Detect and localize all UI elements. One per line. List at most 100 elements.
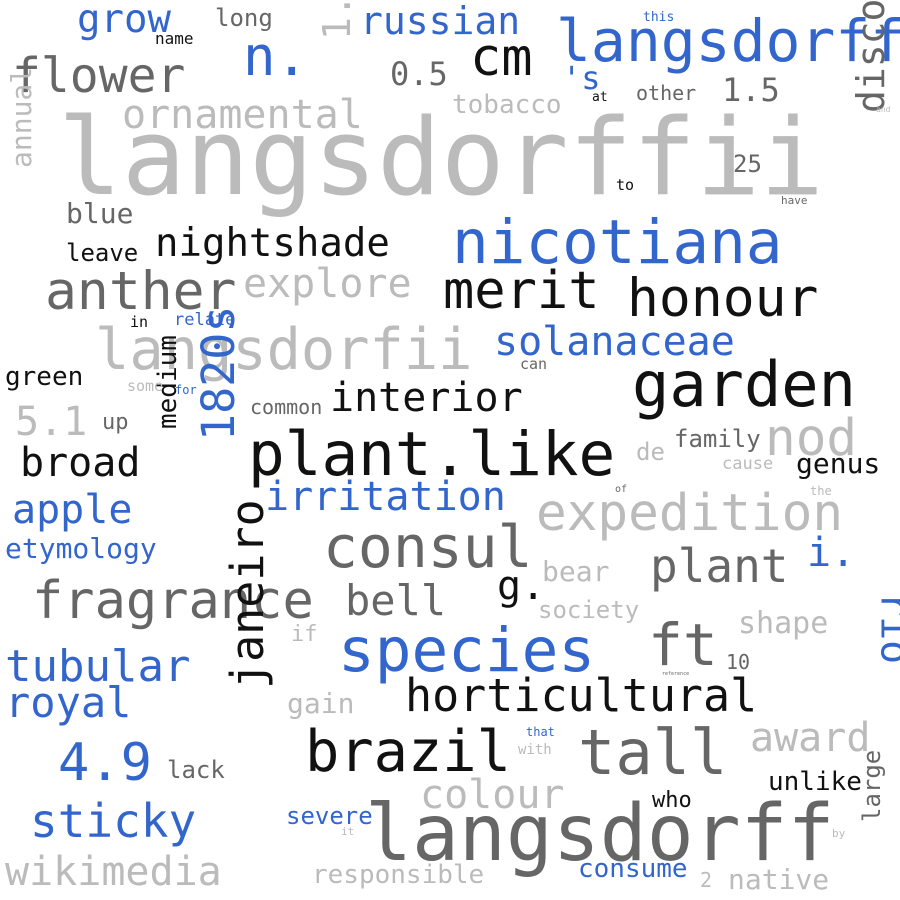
word: grow xyxy=(77,0,171,42)
word: to xyxy=(616,176,635,194)
word: 1.6 xyxy=(315,0,359,40)
word: langsdorff xyxy=(365,789,835,879)
word: for xyxy=(175,383,197,397)
word: ft xyxy=(648,611,718,679)
word: janeiro xyxy=(221,499,274,689)
word: native xyxy=(728,863,830,896)
word: have xyxy=(781,194,808,207)
word: society xyxy=(538,596,640,624)
word: expedition xyxy=(536,484,844,543)
word: discomfort xyxy=(849,0,893,113)
word: plant.like xyxy=(248,419,616,490)
word: responsible xyxy=(312,860,485,890)
word: rio xyxy=(871,592,900,665)
word: g. xyxy=(497,563,546,609)
word: lack xyxy=(167,756,225,784)
word: wikimedia xyxy=(5,849,222,895)
word: langsdorfii xyxy=(95,317,473,383)
word: other xyxy=(636,81,697,105)
word: anther xyxy=(45,261,237,322)
word: n. xyxy=(243,25,309,88)
word: green xyxy=(5,362,84,392)
word: who xyxy=(652,788,692,813)
word: severe xyxy=(286,802,373,830)
word: nightshade xyxy=(155,221,390,266)
word: tubular xyxy=(5,641,191,692)
word: genus xyxy=(796,447,881,480)
word: cause xyxy=(722,454,774,474)
word: plant xyxy=(650,539,789,593)
word: fragrance xyxy=(32,571,314,631)
word: colour xyxy=(420,772,565,818)
word: 10 xyxy=(726,650,751,674)
word: horticultural xyxy=(405,669,758,722)
word: sticky xyxy=(30,794,197,848)
word: reference xyxy=(662,671,690,677)
word: of xyxy=(615,484,628,495)
word: shape xyxy=(738,606,829,641)
word: the xyxy=(810,484,832,498)
word: nicotiana xyxy=(452,207,783,278)
word: blue xyxy=(66,197,134,230)
word: species xyxy=(338,615,596,686)
word: and xyxy=(876,105,891,114)
word: garden xyxy=(632,348,856,421)
word: 2 xyxy=(700,868,713,892)
word: consul xyxy=(323,513,533,581)
word: nod xyxy=(765,409,858,468)
word: i. xyxy=(807,530,856,576)
word: langsdorffii xyxy=(58,96,824,219)
word: it xyxy=(341,825,355,838)
word: gain xyxy=(287,687,355,720)
word: bell xyxy=(345,576,447,625)
word: name xyxy=(155,29,194,48)
word: explore xyxy=(243,261,412,307)
word: at xyxy=(592,90,608,105)
word: 5.1 xyxy=(15,399,88,445)
word: unlike xyxy=(768,767,862,797)
word: some xyxy=(127,377,164,395)
word: annual xyxy=(5,66,38,168)
word: family xyxy=(674,425,761,453)
word: honour xyxy=(627,268,819,329)
word: 4.9 xyxy=(58,733,152,793)
word: 25 xyxy=(733,150,762,178)
word: 1.5 xyxy=(722,71,780,109)
word: relate xyxy=(174,310,236,330)
word: solanaceae xyxy=(494,319,735,365)
word: consume xyxy=(578,854,688,884)
word: royal xyxy=(5,678,132,727)
word: large xyxy=(858,749,886,822)
word: tall xyxy=(578,716,728,789)
word: with xyxy=(518,742,552,758)
word: long xyxy=(215,4,273,32)
word: this xyxy=(643,10,675,25)
word: by xyxy=(832,827,846,840)
word: russian xyxy=(360,0,521,43)
word: can xyxy=(520,355,548,373)
word: apple xyxy=(12,487,133,533)
word: flower xyxy=(12,48,186,104)
word: if xyxy=(291,622,318,647)
word: 's xyxy=(562,59,601,97)
word: cm xyxy=(470,28,533,88)
word: tobacco xyxy=(452,90,562,120)
word: merit xyxy=(443,261,600,321)
word: ornamental xyxy=(122,92,363,138)
word: award xyxy=(750,715,871,761)
word: interior xyxy=(330,375,523,421)
word: that xyxy=(526,725,555,739)
word: up xyxy=(102,410,129,435)
word: in xyxy=(130,313,149,331)
word: common xyxy=(250,395,323,419)
word: irritation xyxy=(265,474,506,520)
word: brazil xyxy=(305,719,511,785)
word: langsdorff xyxy=(556,7,900,75)
word: leave xyxy=(66,239,139,267)
word: etymology xyxy=(5,532,157,565)
word: broad xyxy=(20,440,141,486)
word: bear xyxy=(542,555,610,588)
word: de xyxy=(636,438,665,466)
word: 0.5 xyxy=(390,55,448,93)
